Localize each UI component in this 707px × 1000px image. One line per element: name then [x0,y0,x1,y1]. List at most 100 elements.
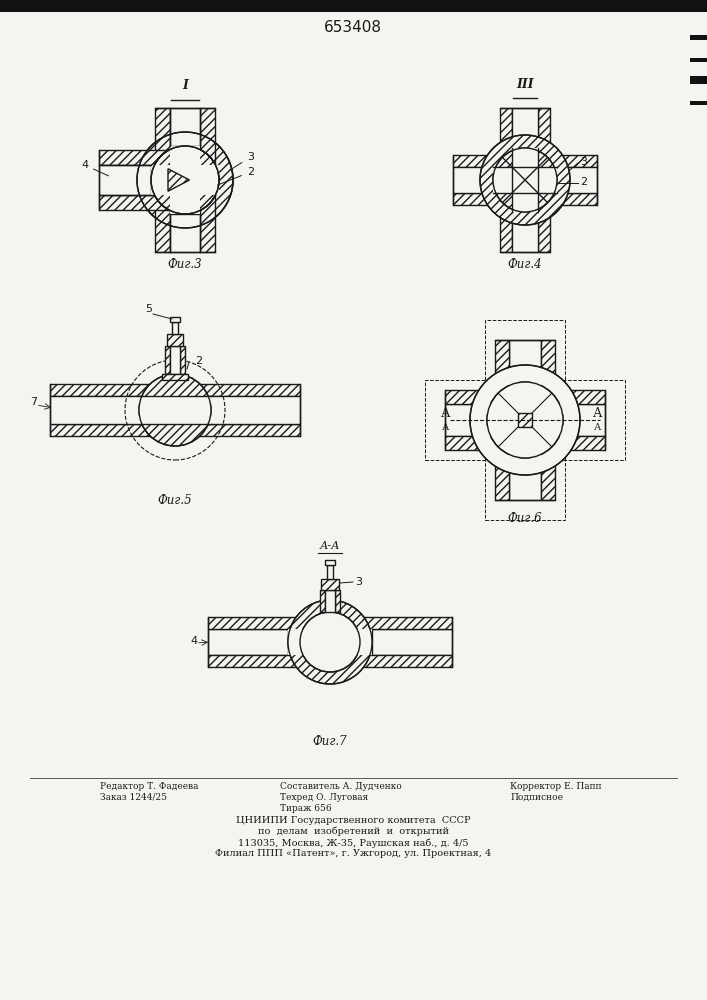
Text: 2: 2 [580,177,587,187]
Circle shape [137,132,233,228]
Bar [512,212,538,252]
Bar [538,212,550,252]
Text: А: А [441,407,451,420]
Text: 7: 7 [30,397,37,407]
Circle shape [151,146,219,214]
Bar [175,384,300,396]
Circle shape [300,612,360,672]
Text: Тираж 656: Тираж 656 [280,804,332,813]
Text: Заказ 1244/25: Заказ 1244/25 [100,793,167,802]
Bar [512,148,538,212]
Bar [172,322,178,334]
Circle shape [139,374,211,446]
Bar [453,167,493,193]
Bar [99,165,151,195]
Bar [330,655,452,667]
Text: 3: 3 [355,577,362,587]
Bar [155,108,170,180]
Bar [500,212,512,252]
Bar [493,167,557,193]
Text: Фиг.3: Фиг.3 [168,258,202,271]
Bar [485,320,565,382]
Bar [557,167,597,193]
Bar [139,396,211,424]
Bar [50,384,175,396]
Text: А: А [443,423,450,432]
Bar [495,458,509,500]
Circle shape [487,382,563,458]
Text: Корректор Е. Папп: Корректор Е. Папп [510,782,602,791]
Bar [495,340,509,382]
Bar [690,101,707,105]
Text: 2: 2 [218,167,254,185]
Text: Составитель А. Дудченко: Составитель А. Дудченко [280,782,402,791]
Circle shape [480,135,570,225]
Bar [563,390,605,404]
Bar [512,108,538,148]
Bar [170,146,200,214]
Bar [155,180,170,252]
Text: Фиг.7: Фиг.7 [312,735,347,748]
Bar [321,579,339,590]
Bar [50,396,175,424]
Bar [165,346,170,374]
Bar [325,560,335,565]
Text: Филиал ППП «Патент», г. Ужгород, ул. Проектная, 4: Филиал ППП «Патент», г. Ужгород, ул. Про… [215,849,491,858]
Bar [175,424,300,436]
Bar [327,565,333,579]
Bar [50,424,175,436]
Text: III: III [516,78,534,91]
Bar [151,165,219,195]
Bar [208,655,330,667]
Bar [320,590,325,612]
Text: Фиг.6: Фиг.6 [508,512,542,525]
Text: ЦНИИПИ Государственного комитета  СССР: ЦНИИПИ Государственного комитета СССР [235,816,470,825]
Bar [453,193,493,205]
Bar [99,150,200,165]
Text: 4: 4 [190,636,197,646]
Bar [509,340,541,382]
Bar [208,617,330,629]
Text: 3: 3 [229,152,254,171]
Text: Редактор Т. Фадеева: Редактор Т. Фадеева [100,782,199,791]
Bar [509,458,541,500]
Bar [445,404,487,436]
Bar [200,180,215,252]
Text: 5: 5 [145,304,152,314]
Bar [208,629,288,655]
Bar [500,108,512,148]
Bar [372,629,452,655]
Text: 653408: 653408 [324,20,382,35]
Text: по  делам  изобретений  и  открытий: по делам изобретений и открытий [257,827,448,836]
Bar [563,436,605,450]
Bar [330,617,452,629]
Bar [170,317,180,322]
Bar [445,390,487,404]
Bar [538,108,550,148]
Circle shape [288,600,372,684]
Text: I: I [182,79,188,92]
Bar [170,108,200,146]
Bar [557,155,597,167]
Bar [453,155,493,167]
Circle shape [493,148,557,212]
Bar [170,346,180,374]
Text: Подписное: Подписное [510,793,563,802]
Bar [509,382,541,458]
Bar [557,193,597,205]
Text: А-А: А-А [320,541,340,551]
Bar [563,380,625,460]
Bar [445,436,487,450]
Bar [200,108,215,180]
Circle shape [470,365,580,475]
Bar [175,396,300,424]
Bar [325,590,335,612]
Text: Фиг.4: Фиг.4 [508,258,542,271]
Bar [690,35,707,40]
Bar [167,334,183,346]
Bar [180,346,185,374]
Text: Техред О. Луговая: Техред О. Луговая [280,793,368,802]
Bar [518,413,532,427]
Bar [170,214,200,252]
Text: А: А [593,407,603,420]
